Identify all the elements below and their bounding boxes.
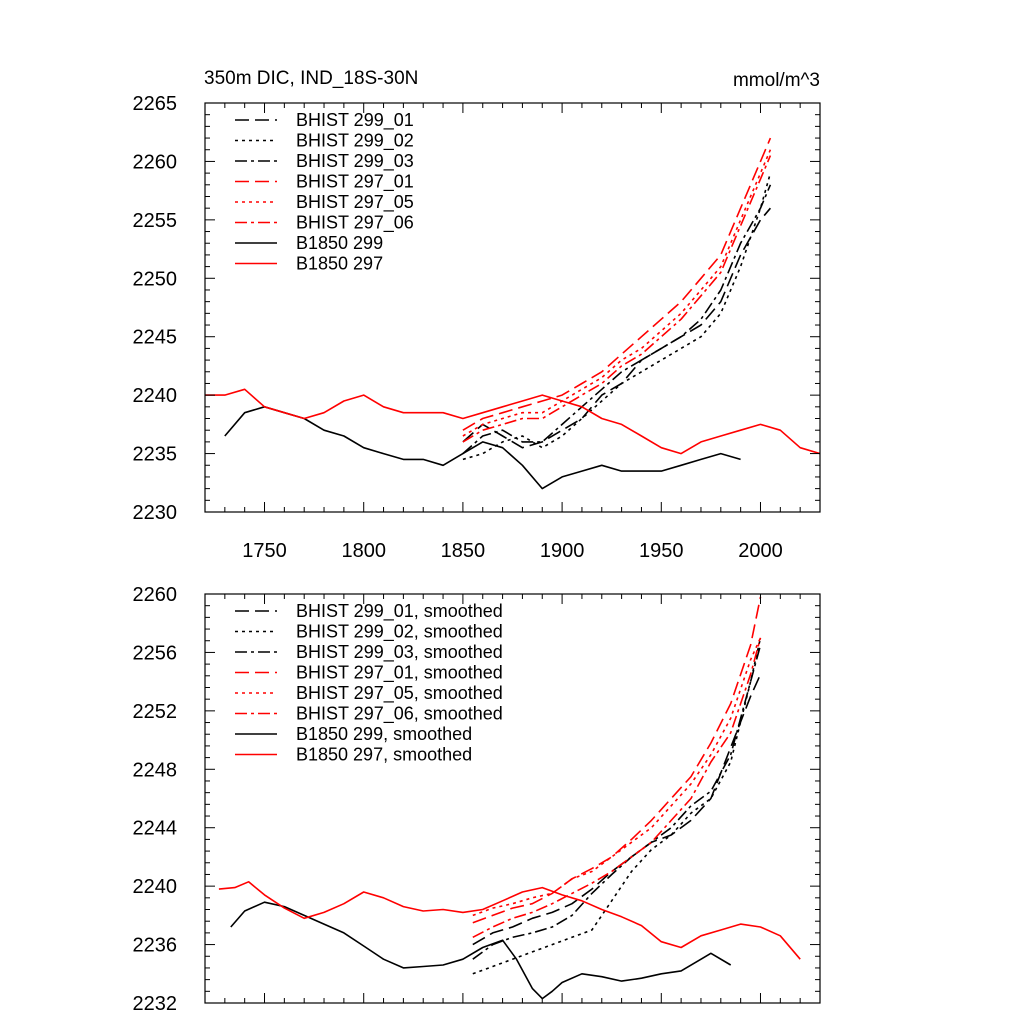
bottom-ytick-label: 2236 <box>133 935 178 957</box>
bottom-legend-label: BHIST 299_03, smoothed <box>296 642 503 663</box>
bottom-series-4 <box>472 596 762 924</box>
bottom-legend-label: BHIST 299_02, smoothed <box>296 622 503 643</box>
top-ytick-label: 2230 <box>133 502 178 524</box>
bottom-legend-label: B1850 297, smoothed <box>296 745 472 765</box>
top-legend-label: B1850 299 <box>296 233 383 253</box>
top-legend-label: BHIST 299_03 <box>296 151 414 172</box>
top-ytick-label: 2260 <box>133 151 178 173</box>
bottom-ytick-label: 2240 <box>133 876 178 898</box>
bottom-legend-label: B1850 299, smoothed <box>296 724 472 744</box>
top-plot-frame <box>204 102 821 513</box>
top-xtick-label: 1850 <box>441 540 486 562</box>
top-xtick-label: 2000 <box>738 540 783 562</box>
bottom-legend-label: BHIST 297_05, smoothed <box>296 683 503 704</box>
top-ytick-label: 2240 <box>133 385 178 407</box>
bottom-plot-frame <box>204 593 821 1004</box>
bottom-series-6 <box>472 637 762 939</box>
bottom-series-5 <box>472 637 762 917</box>
bottom-ytick-label: 2256 <box>133 642 178 664</box>
bottom-legend-label: BHIST 299_01, smoothed <box>296 601 503 622</box>
top-xtick-label: 1800 <box>341 540 386 562</box>
top-ytick-label: 2265 <box>133 93 178 115</box>
top-series-6 <box>462 155 772 443</box>
units-label: mmol/m^3 <box>733 70 820 91</box>
top-panel: 1750 1800 1850 1900 1950 2000 2230 2235 2240 2245… <box>133 93 821 562</box>
top-ytick-label: 2235 <box>133 444 178 466</box>
bottom-ytick-label: 2232 <box>133 993 178 1015</box>
top-legend-label: BHIST 299_02 <box>296 131 414 152</box>
bottom-legend-label: BHIST 297_01, smoothed <box>296 663 503 684</box>
top-legend-label: BHIST 297_06 <box>296 213 414 234</box>
bottom-series-8 <box>218 880 801 960</box>
bottom-legend-label: BHIST 297_06, smoothed <box>296 704 503 725</box>
top-xtick-label: 1750 <box>242 540 287 562</box>
top-series-3 <box>462 184 772 455</box>
bottom-ytick-label: 2252 <box>133 701 178 723</box>
bottom-panel: 2232 2236 2240 2244 2248 2252 2256 2260 BHIST 29… <box>133 584 821 1015</box>
bottom-ytick-label: 2244 <box>133 818 178 840</box>
bottom-series-7 <box>230 901 732 1000</box>
top-ytick-label: 2250 <box>133 268 178 290</box>
top-series-1 <box>462 207 772 449</box>
top-xtick-label: 1900 <box>540 540 585 562</box>
bottom-series-group <box>218 596 801 1000</box>
bottom-ytick-label: 2260 <box>133 584 178 606</box>
top-series-group <box>205 137 820 490</box>
top-series-8 <box>205 388 820 455</box>
top-legend-label: BHIST 297_05 <box>296 192 414 213</box>
top-series-5 <box>462 149 772 437</box>
top-ytick-label: 2255 <box>133 210 178 232</box>
top-legend-label: B1850 297 <box>296 254 383 274</box>
bottom-ytick-label: 2248 <box>133 759 178 781</box>
top-series-7 <box>224 405 741 490</box>
bottom-series-2 <box>472 637 762 975</box>
bottom-series-3 <box>472 644 762 960</box>
chart-title: 350m DIC, IND_18S-30N <box>204 68 418 89</box>
top-xtick-label: 1950 <box>639 540 684 562</box>
bottom-series-1 <box>472 673 762 946</box>
top-ytick-label: 2245 <box>133 327 178 349</box>
top-legend-label: BHIST 299_01 <box>296 110 414 131</box>
top-legend-label: BHIST 297_01 <box>296 172 414 193</box>
